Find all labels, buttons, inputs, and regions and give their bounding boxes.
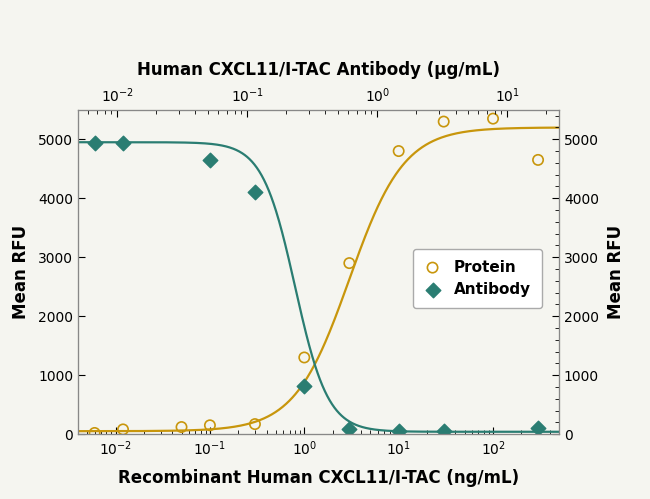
Protein (176, 423, 187, 431)
Protein (488, 115, 499, 123)
X-axis label: Recombinant Human CXCL11/I-TAC (ng/mL): Recombinant Human CXCL11/I-TAC (ng/mL) (118, 469, 519, 487)
Protein (90, 429, 100, 437)
Protein (344, 259, 354, 267)
Antibody (250, 188, 260, 196)
Protein (439, 118, 449, 126)
Protein (393, 147, 404, 155)
Legend: Protein, Antibody: Protein, Antibody (413, 249, 541, 308)
Y-axis label: Mean RFU: Mean RFU (12, 225, 30, 319)
Antibody (90, 139, 100, 147)
Antibody (118, 139, 128, 147)
Protein (205, 421, 215, 429)
Antibody (299, 382, 309, 390)
Y-axis label: Mean RFU: Mean RFU (607, 225, 625, 319)
Protein (118, 426, 128, 434)
Antibody (393, 427, 404, 435)
Antibody (205, 156, 215, 164)
Protein (250, 420, 260, 428)
X-axis label: Human CXCL11/I-TAC Antibody (μg/mL): Human CXCL11/I-TAC Antibody (μg/mL) (137, 61, 500, 79)
Antibody (344, 426, 354, 434)
Protein (533, 156, 543, 164)
Antibody (439, 427, 449, 435)
Protein (299, 353, 309, 361)
Antibody (533, 424, 543, 432)
